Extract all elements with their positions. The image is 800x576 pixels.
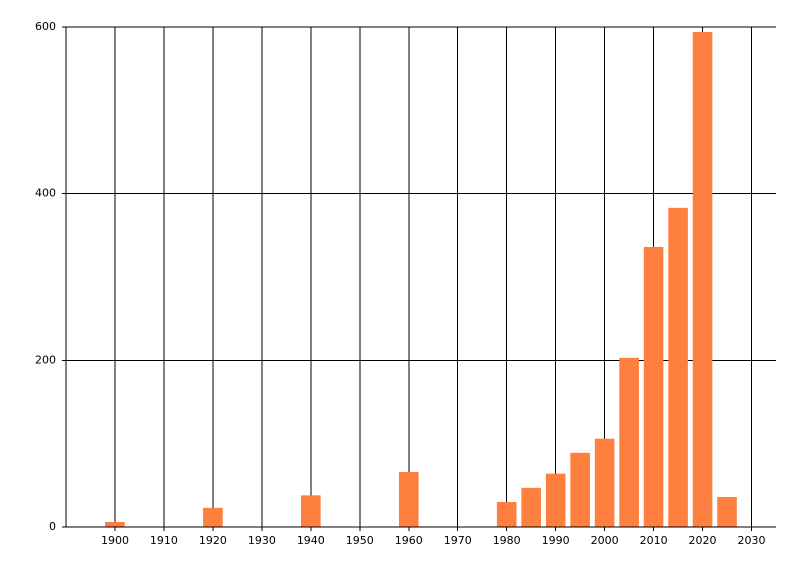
bar (668, 207, 688, 528)
x-tick-label: 1960 (395, 534, 423, 547)
x-tick-label: 1900 (101, 534, 129, 547)
bar (521, 487, 541, 527)
bar (545, 473, 566, 527)
x-tick-label: 1910 (150, 534, 178, 547)
bar (496, 502, 517, 527)
x-tick-label: 1990 (542, 534, 570, 547)
bar (619, 357, 639, 527)
bar (570, 452, 590, 527)
bar (203, 507, 223, 527)
x-tick-label: 1980 (493, 534, 521, 547)
y-tick-label: 200 (35, 353, 56, 366)
x-tick-label: 1950 (346, 534, 374, 547)
x-tick-label: 1920 (199, 534, 227, 547)
x-tick-label: 2010 (640, 534, 668, 547)
bar (105, 522, 125, 527)
bar (692, 32, 713, 527)
x-tick-label: 1970 (444, 534, 472, 547)
x-tick-label: 1930 (248, 534, 276, 547)
bar (643, 247, 664, 527)
bar (398, 472, 419, 527)
x-tick-label: 2030 (738, 534, 766, 547)
x-tick-label: 2020 (689, 534, 717, 547)
y-tick-label: 400 (35, 187, 56, 200)
x-tick-label: 2000 (591, 534, 619, 547)
bar (717, 497, 737, 527)
y-tick-label: 0 (49, 520, 56, 533)
y-tick-label: 600 (35, 20, 56, 33)
bar (301, 495, 321, 527)
bar (594, 438, 615, 527)
x-tick-label: 1940 (297, 534, 325, 547)
